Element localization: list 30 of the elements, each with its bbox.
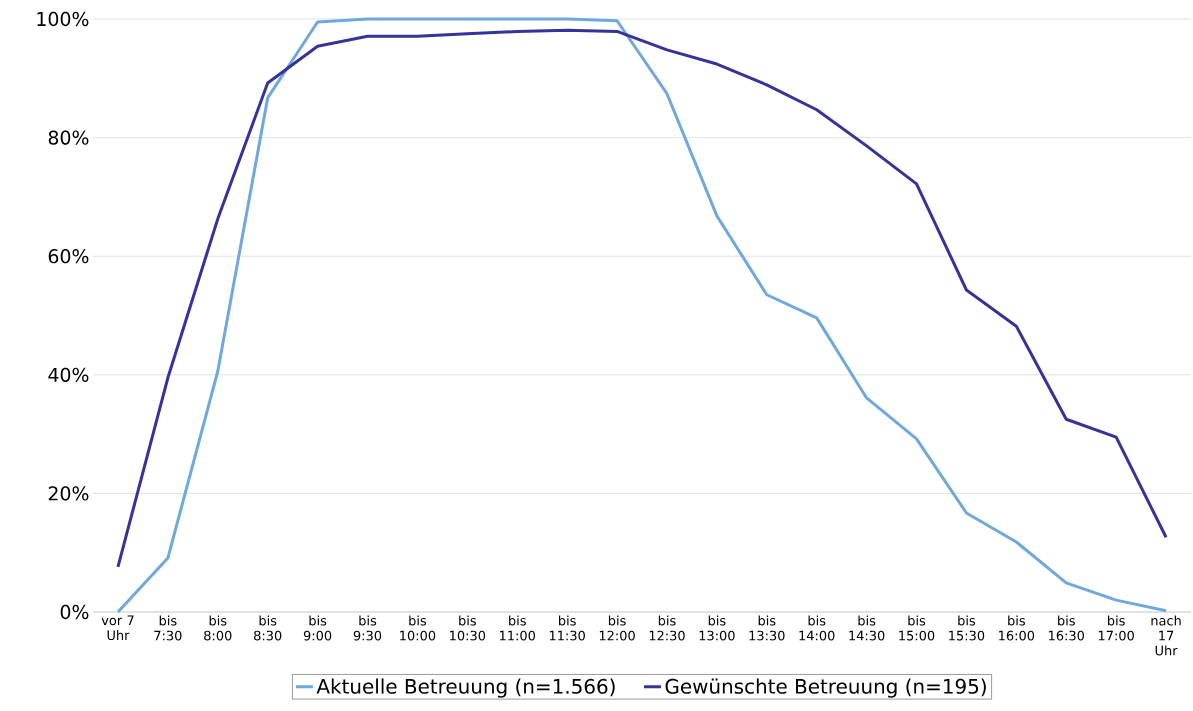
x-tick-label: vor 7 Uhr (101, 615, 134, 641)
x-tick-label: bis 16:00 (999, 615, 1035, 641)
x-tick-label: bis 13:30 (749, 615, 785, 641)
y-tick-label: 0% (60, 604, 89, 620)
x-tick-label: bis 13:00 (699, 615, 735, 641)
x-tick-label: bis 8:00 (204, 615, 232, 641)
y-tick-label: 20% (48, 486, 89, 501)
legend-label: Aktuelle Betreuung (n=1.566) (316, 678, 615, 698)
y-tick-label: 80% (48, 130, 89, 145)
x-tick-label: bis 15:00 (899, 615, 935, 641)
x-tick-label: bis 10:00 (400, 615, 436, 641)
x-tick-label: bis 14:00 (799, 615, 835, 641)
x-tick-label: bis 11:00 (499, 615, 536, 641)
x-tick-label: bis 9:30 (353, 615, 382, 641)
x-tick-label: nach 17 Uhr (1151, 615, 1181, 656)
x-tick-label: bis 14:30 (849, 615, 885, 641)
y-tick-label: 100% (37, 11, 89, 27)
x-tick-label: bis 9:00 (303, 615, 332, 641)
legend-label: Gewünschte Betreuung (n=195) (665, 678, 986, 698)
y-tick-label: 40% (48, 367, 89, 382)
x-tick-label: bis 15:30 (949, 615, 985, 641)
x-tick-label: bis 17:00 (1098, 615, 1134, 641)
y-tick-label: 60% (48, 249, 89, 264)
x-tick-label: bis 7:30 (154, 615, 182, 641)
x-tick-label: bis 12:00 (599, 615, 635, 641)
x-tick-label: bis 10:30 (450, 615, 486, 641)
x-tick-label: bis 16:30 (1049, 615, 1085, 641)
x-tick-label: bis 12:30 (649, 615, 685, 641)
x-tick-label: bis 8:30 (254, 615, 282, 641)
x-tick-label: bis 11:30 (549, 615, 585, 641)
